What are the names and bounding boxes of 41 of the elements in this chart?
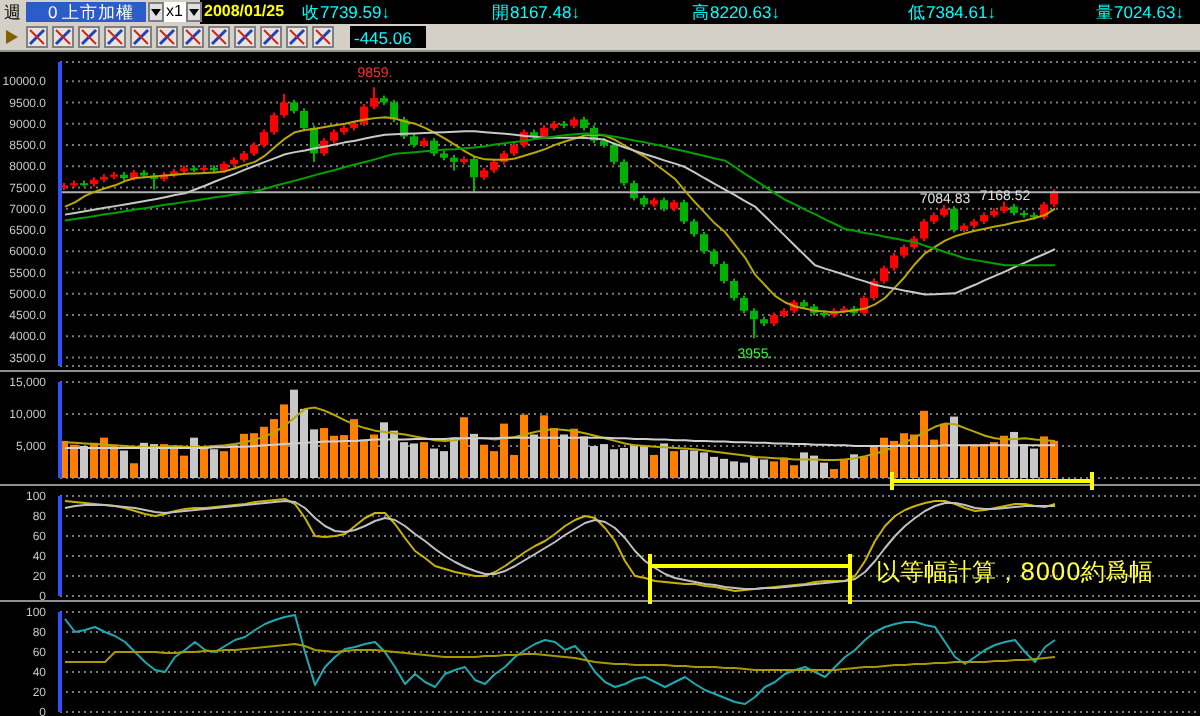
candlestick [920, 217, 928, 242]
text: 0 上市加權 [48, 0, 135, 24]
candlestick [610, 141, 618, 166]
text: 週 [4, 0, 22, 24]
candlestick [370, 86, 378, 111]
candlestick [720, 260, 728, 285]
text: 高8220.63↓ [692, 0, 780, 24]
bar [460, 417, 468, 478]
annotation: 以等幅計算，8000約爲幅 [876, 556, 1154, 590]
line-series [64, 132, 1056, 267]
candlestick [470, 155, 478, 194]
candlestick [950, 205, 958, 234]
candlestick [680, 198, 688, 225]
bar [200, 446, 208, 478]
candlestick [700, 230, 708, 255]
line-series [64, 643, 1056, 671]
candlestick [730, 277, 738, 302]
candlestick [750, 307, 758, 340]
bar [670, 451, 678, 478]
line-series [64, 614, 1056, 705]
line-series [64, 406, 1056, 462]
line-series [64, 116, 1056, 314]
text: 低7384.61↓ [908, 0, 996, 24]
text: 開8167.48↓ [492, 0, 580, 24]
bar [130, 463, 138, 478]
text: 收7739.59↓ [302, 0, 390, 24]
bar [420, 442, 428, 478]
candlestick [270, 111, 278, 136]
line-series [64, 130, 1056, 296]
candlestick [620, 158, 628, 187]
bar [70, 444, 78, 478]
text: 2008/01/25 [204, 0, 285, 24]
text: x1 [166, 0, 183, 24]
candlestick [280, 92, 288, 119]
candlestick [390, 98, 398, 123]
bar [850, 454, 858, 478]
bar [650, 454, 658, 478]
candlestick [300, 107, 308, 132]
text: 量7024.63↓ [1096, 0, 1184, 24]
bar [570, 428, 578, 478]
text: -445.06 [354, 26, 412, 50]
